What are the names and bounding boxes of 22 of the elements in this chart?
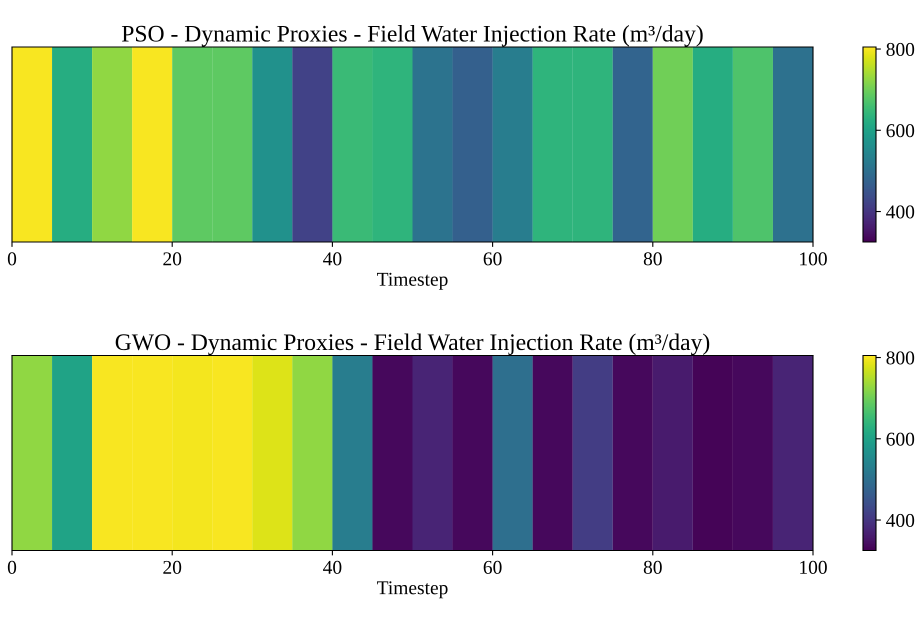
x-tick-label: 0: [8, 560, 16, 574]
x-tick-label: 80: [644, 252, 662, 266]
x-axis-title: Timestep: [377, 272, 448, 290]
x-tick-label: 100: [800, 252, 827, 266]
x-tick-label: 60: [484, 252, 502, 266]
chart-title: PSO - Dynamic Proxies - Field Water Injection Rate (m³/day): [122, 25, 703, 47]
color-bar-label: 400: [886, 205, 914, 218]
x-axis-title: Timestep: [377, 581, 448, 598]
color-bar-label: 800: [886, 351, 914, 364]
x-tick-label: 40: [323, 252, 342, 266]
color-bar-label: 400: [886, 514, 914, 527]
x-tick-label: 80: [644, 560, 662, 574]
color-bar-label: 600: [886, 124, 914, 138]
x-tick-label: 40: [323, 560, 342, 574]
color-bar-label: 600: [886, 432, 914, 446]
color-bar-label: 800: [886, 42, 914, 56]
x-tick-label: 100: [800, 560, 827, 574]
x-tick-label: 20: [163, 560, 182, 574]
x-tick-label: 0: [8, 252, 16, 266]
chart-title: GWO - Dynamic Proxies - Field Water Injection Rate (m³/day): [116, 334, 710, 356]
x-tick-label: 20: [163, 252, 182, 266]
x-tick-label: 60: [484, 560, 502, 574]
